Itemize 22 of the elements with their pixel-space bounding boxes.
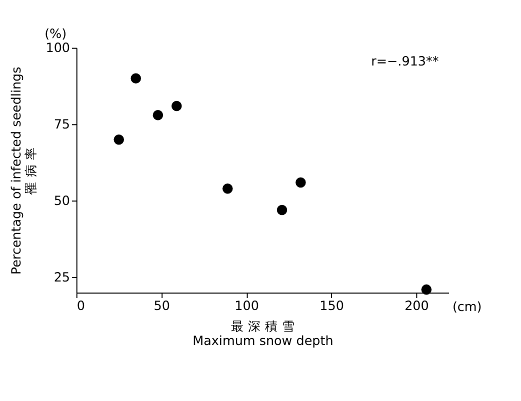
point bbox=[130, 73, 141, 84]
y-tick-label: 50 bbox=[54, 194, 70, 210]
x-tick-label: 100 bbox=[234, 298, 259, 314]
x-tick-label: 200 bbox=[404, 298, 429, 314]
y-tick-label: 75 bbox=[54, 118, 70, 133]
annotation: r=−.913** bbox=[371, 54, 439, 70]
x-axis-title: 最 深 積 雪 Maximum snow depth bbox=[192, 319, 334, 350]
point bbox=[276, 204, 288, 216]
point bbox=[172, 100, 182, 112]
y-tick-label: 25 bbox=[54, 270, 70, 286]
y-axis-title: Percentage of infected seedlings 罹 病 率 bbox=[9, 66, 39, 275]
x-tick-label: 150 bbox=[320, 298, 344, 314]
point bbox=[114, 134, 124, 145]
point bbox=[421, 284, 432, 295]
x-tick-label: 0 bbox=[76, 298, 85, 314]
text: (cm) bbox=[452, 300, 482, 316]
point bbox=[152, 110, 164, 120]
point bbox=[222, 183, 233, 194]
text: (%) bbox=[44, 27, 67, 42]
x-tick-label: 50 bbox=[154, 298, 170, 314]
y-tick-label: 100 bbox=[46, 41, 70, 56]
point bbox=[296, 177, 306, 188]
